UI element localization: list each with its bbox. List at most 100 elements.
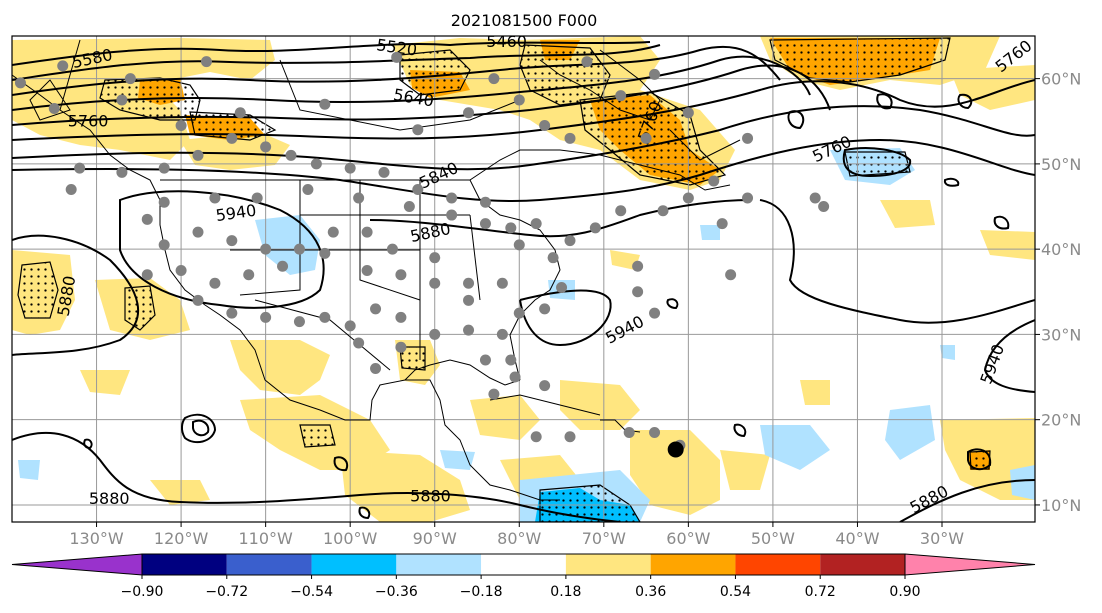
station-dot bbox=[48, 102, 60, 114]
colorbar-tick-label: 0.18 bbox=[550, 584, 581, 600]
colorbar-segment bbox=[142, 554, 227, 575]
latitude-axis: 60°N 50°N 40°N 30°N 20°N 10°N bbox=[1035, 70, 1081, 515]
colorbar-tick-label: 0.54 bbox=[720, 584, 751, 600]
colorbar-tick-label: −0.54 bbox=[290, 584, 333, 600]
station-dot bbox=[353, 192, 365, 204]
station-dot bbox=[716, 218, 728, 230]
station-dot bbox=[260, 141, 272, 153]
station-dot bbox=[513, 239, 525, 251]
lat-tick-label: 30°N bbox=[1041, 325, 1081, 344]
station-dot bbox=[14, 77, 26, 89]
station-dot bbox=[353, 337, 365, 349]
colorbar-max-extend bbox=[904, 553, 1036, 576]
longitude-axis: 130°W 120°W 110°W 100°W 90°W 80°W 70°W 60°W 50°W… bbox=[69, 522, 964, 548]
station-dot bbox=[65, 183, 77, 195]
station-dot bbox=[116, 166, 128, 178]
station-dot bbox=[293, 243, 305, 255]
station-dot bbox=[429, 252, 441, 264]
station-dot bbox=[378, 166, 390, 178]
station-dot bbox=[344, 162, 356, 174]
station-dot bbox=[530, 431, 542, 443]
station-dot bbox=[509, 371, 521, 383]
highlight-marker bbox=[667, 441, 684, 458]
colorbar-segment bbox=[311, 554, 397, 575]
colorbar-segment bbox=[396, 554, 482, 575]
lat-tick-label: 10°N bbox=[1041, 496, 1081, 515]
station-dot bbox=[657, 205, 669, 217]
station-dot bbox=[277, 260, 289, 272]
colorbar-segment bbox=[735, 554, 821, 575]
station-dot bbox=[116, 94, 128, 106]
map-panel bbox=[12, 36, 1035, 522]
colorbar-tick-label: 0.90 bbox=[889, 584, 920, 600]
station-dot bbox=[344, 320, 356, 332]
lat-tick-label: 40°N bbox=[1041, 240, 1081, 259]
station-dot bbox=[479, 218, 491, 230]
station-dot bbox=[158, 162, 170, 174]
station-dot bbox=[209, 277, 221, 289]
map-title: 2021081500 F000 bbox=[451, 11, 598, 30]
colorbar-tick-label: 0.72 bbox=[805, 584, 836, 600]
station-dot bbox=[403, 201, 415, 213]
station-dot bbox=[429, 277, 441, 289]
station-dot bbox=[513, 94, 525, 106]
station-dot bbox=[725, 269, 737, 281]
station-dot bbox=[818, 201, 830, 213]
lon-tick-label: 90°W bbox=[413, 529, 457, 548]
lon-tick-label: 70°W bbox=[582, 529, 626, 548]
station-dot bbox=[530, 218, 542, 230]
height-contours bbox=[12, 41, 1035, 522]
station-dot bbox=[564, 132, 576, 144]
colorbar-min-extend bbox=[11, 553, 143, 576]
station-dot bbox=[192, 294, 204, 306]
station-dot bbox=[649, 307, 661, 319]
colorbar-tick-label: −0.36 bbox=[375, 584, 418, 600]
colorbar-segment bbox=[481, 554, 566, 575]
station-dot bbox=[809, 192, 821, 204]
lon-tick-label: 100°W bbox=[323, 529, 378, 548]
station-dot bbox=[141, 213, 153, 225]
station-dot bbox=[226, 235, 238, 247]
lat-tick-label: 20°N bbox=[1041, 411, 1081, 430]
station-dot bbox=[682, 192, 694, 204]
station-dot bbox=[412, 124, 424, 136]
station-dot bbox=[463, 277, 475, 289]
station-dot bbox=[158, 239, 170, 251]
lon-tick-label: 40°W bbox=[835, 529, 879, 548]
map-frame bbox=[11, 35, 1036, 523]
station-dot bbox=[386, 243, 398, 255]
colorbar-segment bbox=[565, 554, 651, 575]
station-dot bbox=[488, 73, 500, 85]
station-dot bbox=[742, 132, 754, 144]
station-dot bbox=[589, 222, 601, 234]
station-dot bbox=[640, 132, 652, 144]
station-dot bbox=[649, 426, 661, 438]
lat-tick-label: 50°N bbox=[1041, 155, 1081, 174]
station-dot bbox=[632, 286, 644, 298]
station-dot bbox=[251, 192, 263, 204]
station-dot bbox=[395, 269, 407, 281]
station-dot bbox=[175, 264, 187, 276]
station-dot bbox=[327, 226, 339, 238]
colorbar-tick-label: −0.90 bbox=[121, 584, 164, 600]
colorbar-tick-label: −0.72 bbox=[205, 584, 248, 600]
station-dot bbox=[488, 388, 500, 400]
station-dot bbox=[581, 56, 593, 68]
station-dot bbox=[539, 120, 551, 132]
station-dot bbox=[564, 235, 576, 247]
station-dot bbox=[391, 51, 403, 63]
colorbar-tick-label: 0.36 bbox=[635, 584, 666, 600]
station-dot bbox=[319, 247, 331, 259]
contour-label: 5760 bbox=[68, 111, 109, 130]
colorbar-segment bbox=[650, 554, 736, 575]
station-dot bbox=[463, 324, 475, 336]
station-dot bbox=[285, 149, 297, 161]
station-dot bbox=[124, 73, 136, 85]
station-dot bbox=[293, 316, 305, 328]
station-dot bbox=[361, 226, 373, 238]
station-dot bbox=[708, 175, 720, 187]
station-dot bbox=[649, 68, 661, 80]
lat-tick-label: 60°N bbox=[1041, 70, 1081, 89]
station-dot bbox=[310, 158, 322, 170]
